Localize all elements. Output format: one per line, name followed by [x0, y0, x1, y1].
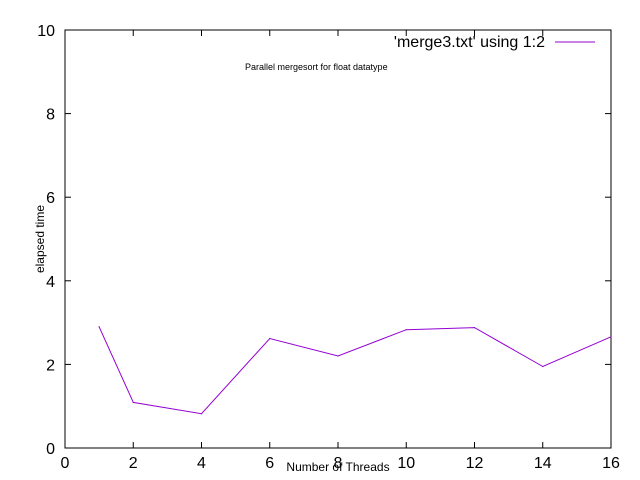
- data-point: [337, 355, 339, 357]
- x-tick-label: 4: [197, 455, 206, 472]
- x-tick-label: 6: [265, 455, 274, 472]
- y-tick-label: 4: [46, 274, 55, 291]
- x-axis: 0 2 4 6 8 10 12 14 16: [61, 30, 620, 472]
- series-layer: [98, 326, 612, 415]
- data-point: [542, 365, 544, 368]
- x-tick-label: 16: [602, 455, 620, 472]
- legend-label: 'merge3.txt' using 1:2: [394, 34, 545, 51]
- data-point: [405, 329, 407, 331]
- data-point: [610, 336, 612, 338]
- data-point: [200, 413, 203, 415]
- data-point: [269, 337, 271, 340]
- x-tick-label: 12: [466, 455, 484, 472]
- y-tick-label: 0: [46, 441, 55, 458]
- y-axis-label: elapsed time: [33, 205, 47, 273]
- x-tick-label: 10: [397, 455, 415, 472]
- x-tick-label: 14: [534, 455, 552, 472]
- x-tick-label: 8: [334, 455, 343, 472]
- series-line: [98, 326, 612, 415]
- legend: 'merge3.txt' using 1:2: [394, 34, 595, 51]
- y-tick-label: 2: [46, 357, 55, 374]
- y-tick-label: 8: [46, 107, 55, 124]
- x-tick-label: 0: [61, 455, 70, 472]
- data-point: [98, 326, 100, 328]
- plot-frame: [64, 29, 612, 449]
- y-axis: 0 2 4 6 8 10: [37, 23, 611, 458]
- chart-annotation: Parallel mergesort for float datatype: [245, 62, 388, 72]
- y-tick-label: 10: [37, 23, 55, 40]
- data-point: [473, 327, 476, 329]
- data-point: [132, 401, 134, 404]
- x-axis-label: Number of Threads: [286, 460, 389, 474]
- y-tick-label: 6: [46, 190, 55, 207]
- x-tick-label: 2: [129, 455, 138, 472]
